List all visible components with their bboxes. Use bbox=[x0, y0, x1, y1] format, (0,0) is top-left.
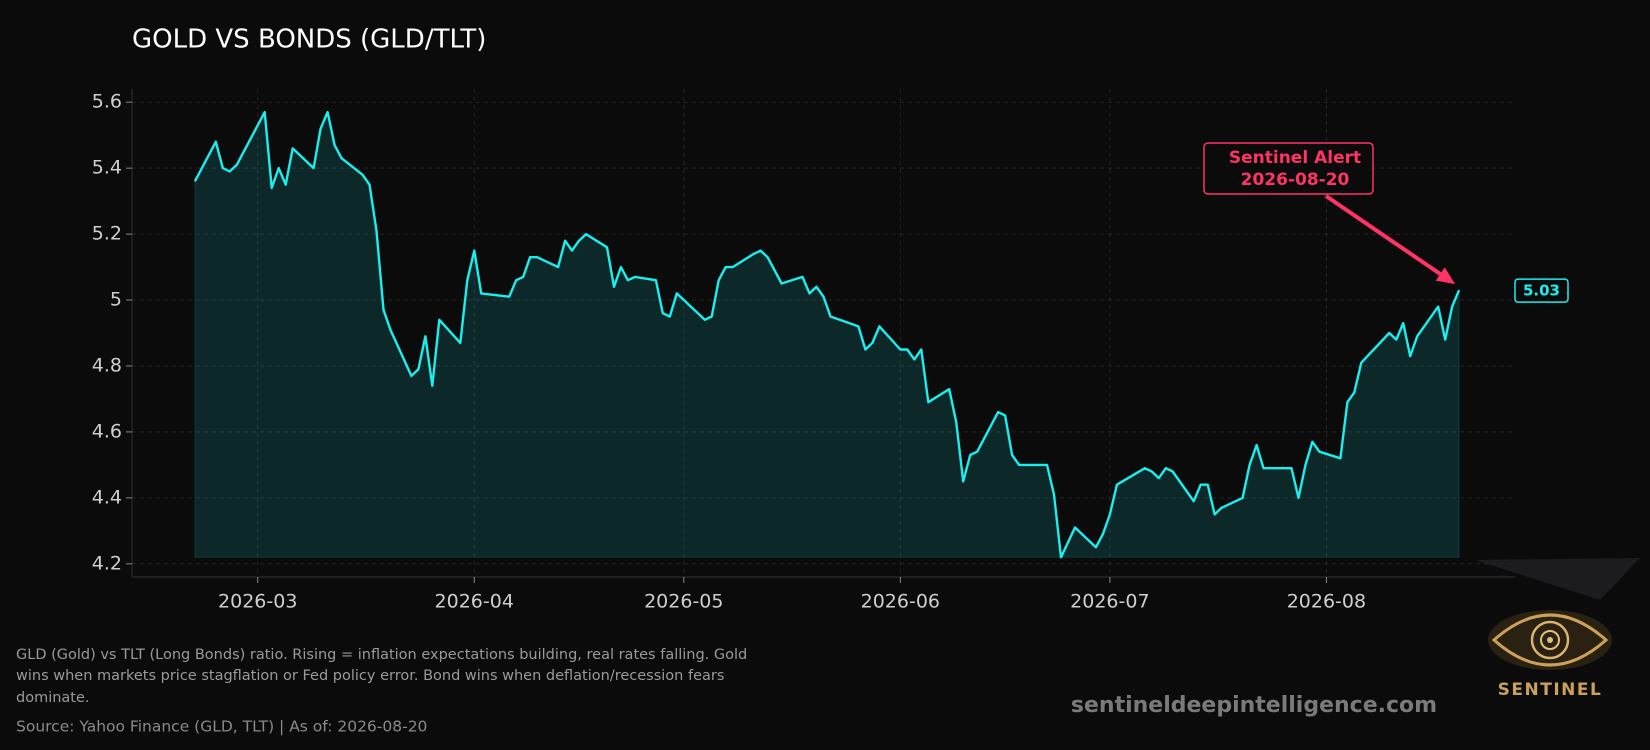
logo-iris bbox=[1530, 620, 1570, 660]
caption-line: GLD (Gold) vs TLT (Long Bonds) ratio. Ri… bbox=[16, 647, 747, 663]
annotation-text: 2026-08-20 bbox=[1241, 170, 1350, 190]
logo-eye bbox=[1491, 613, 1609, 667]
y-tick-label: 4.2 bbox=[92, 552, 122, 574]
logo: SENTINEL bbox=[1475, 558, 1640, 700]
source: Source: Yahoo Finance (GLD, TLT) | As of… bbox=[16, 718, 427, 736]
x-tick-label: 2026-08 bbox=[1287, 591, 1366, 613]
y-tick-label: 4.8 bbox=[92, 354, 122, 376]
y-tick-label: 5 bbox=[110, 289, 122, 311]
caption-line: dominate. bbox=[16, 690, 90, 706]
annotation-text: Sentinel Alert bbox=[1229, 148, 1361, 168]
y-tick-label: 4.6 bbox=[92, 420, 122, 442]
y-tick-label: 4.4 bbox=[92, 486, 122, 508]
value-label: 5.03 bbox=[1523, 282, 1560, 300]
logo-text: SENTINEL bbox=[1498, 680, 1603, 700]
x-tick-label: 2026-05 bbox=[644, 591, 723, 613]
logo-center bbox=[1547, 637, 1553, 643]
watermark: sentineldeepintelligence.com bbox=[1071, 693, 1437, 718]
x-tick-label: 2026-06 bbox=[861, 591, 940, 613]
x-tick-label: 2026-04 bbox=[435, 591, 514, 613]
value-badge bbox=[1514, 278, 1569, 303]
logo-pupil bbox=[1540, 630, 1560, 650]
y-tick-label: 5.2 bbox=[92, 223, 122, 245]
y-tick-label: 5.6 bbox=[92, 91, 122, 113]
x-tick-label: 2026-07 bbox=[1070, 591, 1149, 613]
caption-line: wins when markets price stagflation or F… bbox=[16, 668, 724, 684]
logo-shadow bbox=[1475, 558, 1640, 600]
annotation-arrowhead bbox=[1435, 267, 1456, 285]
chart-title: GOLD VS BONDS (GLD/TLT) bbox=[132, 25, 486, 55]
line bbox=[193, 110, 1461, 559]
annotation-arrow bbox=[1324, 194, 1442, 276]
x-tick-label: 2026-03 bbox=[218, 591, 297, 613]
y-tick-label: 5.4 bbox=[92, 157, 122, 179]
annotation-box bbox=[1203, 142, 1374, 195]
